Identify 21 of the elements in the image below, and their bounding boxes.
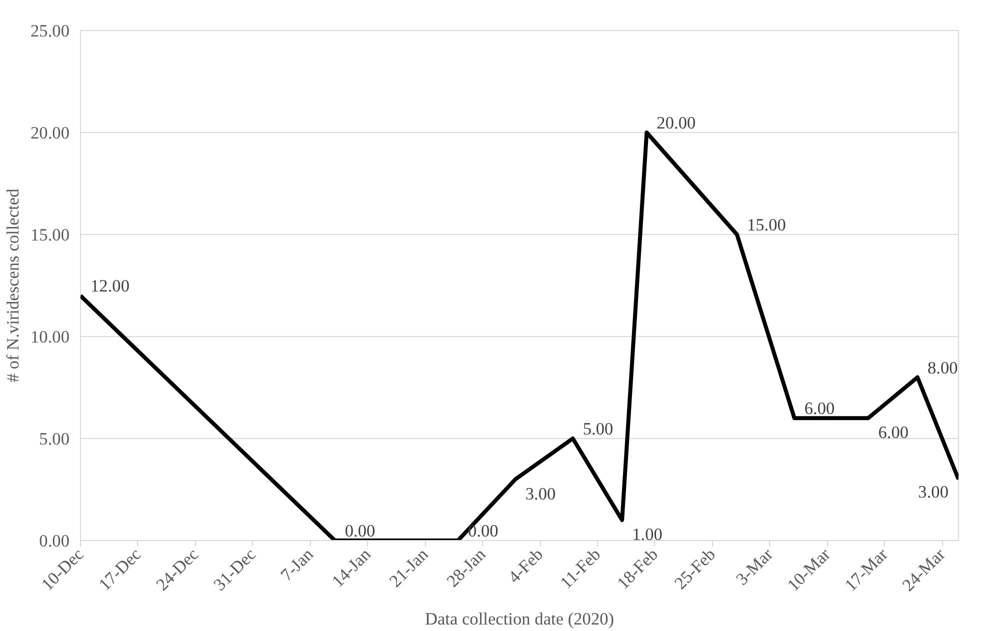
data-label: 6.00 — [804, 399, 835, 418]
data-label: 8.00 — [927, 358, 958, 378]
data-label: 0.00 — [344, 522, 376, 540]
data-label: 12.00 — [90, 276, 130, 296]
y-tick-label: 25.00 — [30, 22, 70, 40]
data-label: 6.00 — [878, 423, 909, 442]
data-label: 5.00 — [582, 420, 614, 438]
y-tick-label: 20.00 — [30, 124, 70, 142]
data-label: 3.00 — [525, 484, 556, 504]
y-tick-label: 5.00 — [39, 430, 70, 448]
y-tick-label: 10.00 — [30, 328, 70, 346]
line-series — [80, 130, 958, 540]
data-label: 3.00 — [918, 482, 949, 502]
data-label: 20.00 — [656, 114, 696, 132]
y-axis-title: # of N.viridescens collected — [4, 188, 23, 382]
data-label: 15.00 — [746, 216, 786, 234]
data-label: 0.00 — [468, 522, 498, 540]
y-tick-label: 0.00 — [39, 532, 70, 550]
x-axis-title: Data collection date (2020) — [424, 610, 614, 629]
data-label: 1.00 — [632, 525, 662, 544]
y-tick-label: 15.00 — [30, 226, 70, 244]
